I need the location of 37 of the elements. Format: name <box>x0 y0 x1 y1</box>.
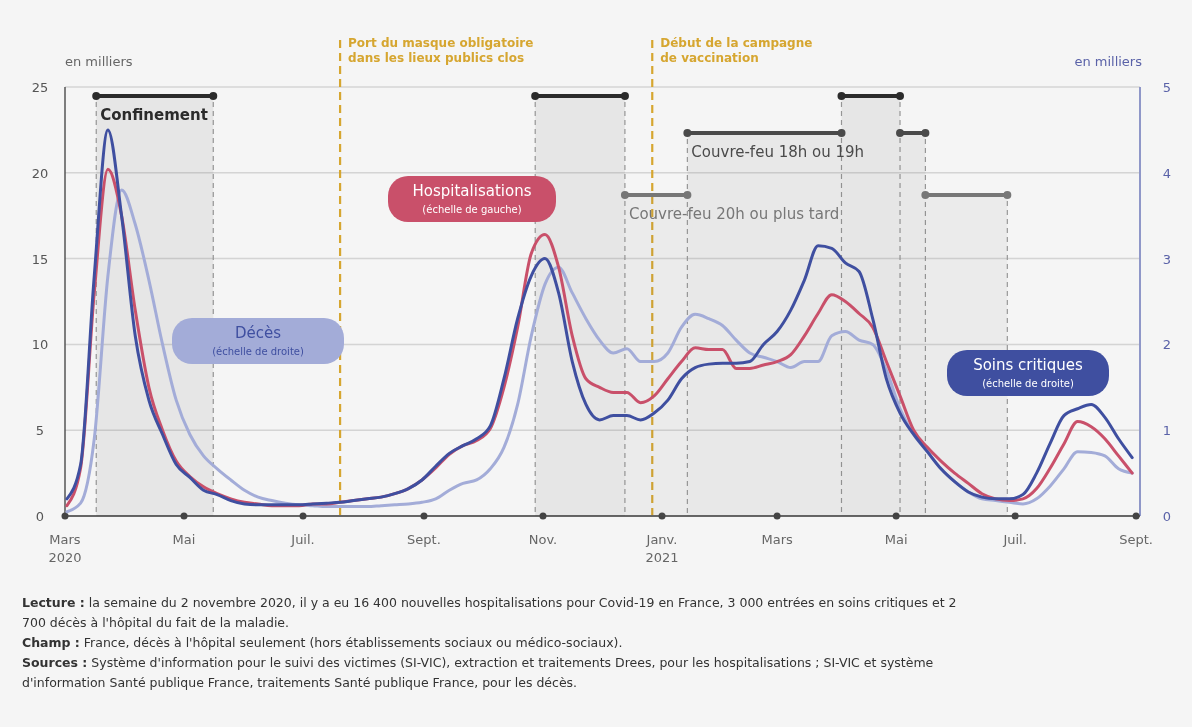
y-tick-label: 10 <box>31 337 49 353</box>
text: Champ : France, décès à l'hôpital seulement (hors établissements sociaux ou médico-sociaux). <box>22 635 623 650</box>
y2-tick-label: 0 <box>1162 509 1172 524</box>
band-label: Confinement <box>100 106 208 124</box>
y-tick-label: 25 <box>31 80 49 95</box>
ref-line-label: Port du masque obligatoire dans les lieux publics clos <box>348 36 534 65</box>
y-tick-label: 5 <box>35 423 45 439</box>
x-tick-label: Sept. <box>407 532 441 547</box>
ref-line-label: Début de la campagne de vaccination <box>660 36 813 65</box>
y-tick-label: 0 <box>35 509 45 524</box>
series-label: Hospitalisations (échelle de gauche) <box>412 182 532 215</box>
source-note: Sources : Système d'information pour le suivi des victimes (SI-VIC), extraction et traitements Drees, pour les hospitalisations ; SI-VIC et système d'information Santé publique France, traitements Santé publique France, pour les décès. <box>22 655 934 690</box>
text: Lecture : la semaine du 2 novembre 2020, il y a eu 16 400 nouvelles hospitalisations pour Covid-19 en France, 3 000 entrées en soins critiques et 2 700 décès à l'hôpital du fait de la maladie. <box>22 595 957 630</box>
y-tick-label: 15 <box>31 251 49 267</box>
x-tick-label: Sept. <box>1119 532 1153 547</box>
x-tick-label: Juil. <box>290 532 315 547</box>
y2-tick-label: 1 <box>1162 423 1172 439</box>
y2-tick-label: 5 <box>1162 80 1172 95</box>
y2-tick-label: 2 <box>1162 337 1172 353</box>
y2-tick-label: 4 <box>1162 165 1172 181</box>
x-tick-label: Janv. 2021 <box>645 532 679 565</box>
x-tick-label: Mai <box>172 532 196 547</box>
y-tick-label: 20 <box>31 165 49 181</box>
band-label: Couvre-feu 18h ou 19h <box>691 143 865 161</box>
name-tag: Décès (échelle de droite) <box>172 318 344 364</box>
x-tick-label: Mars 2020 <box>48 532 82 565</box>
y2-axis-title: en milliers <box>1074 54 1143 69</box>
x-tick-label: Mai <box>884 532 908 547</box>
y2-tick-label: 3 <box>1162 251 1172 267</box>
band-label: Couvre-feu 20h ou plus tard <box>628 205 840 223</box>
name-tag: Hospitalisations (échelle de gauche) <box>388 176 556 222</box>
y-axis-title: en milliers <box>65 54 133 69</box>
series-label: Soins critiques (échelle de droite) <box>973 356 1084 389</box>
name-tag: Soins critiques (échelle de droite) <box>947 350 1109 396</box>
x-tick-label: Nov. <box>528 532 558 547</box>
x-tick-label: Mars <box>761 532 793 547</box>
x-tick-label: Juil. <box>1002 532 1027 547</box>
